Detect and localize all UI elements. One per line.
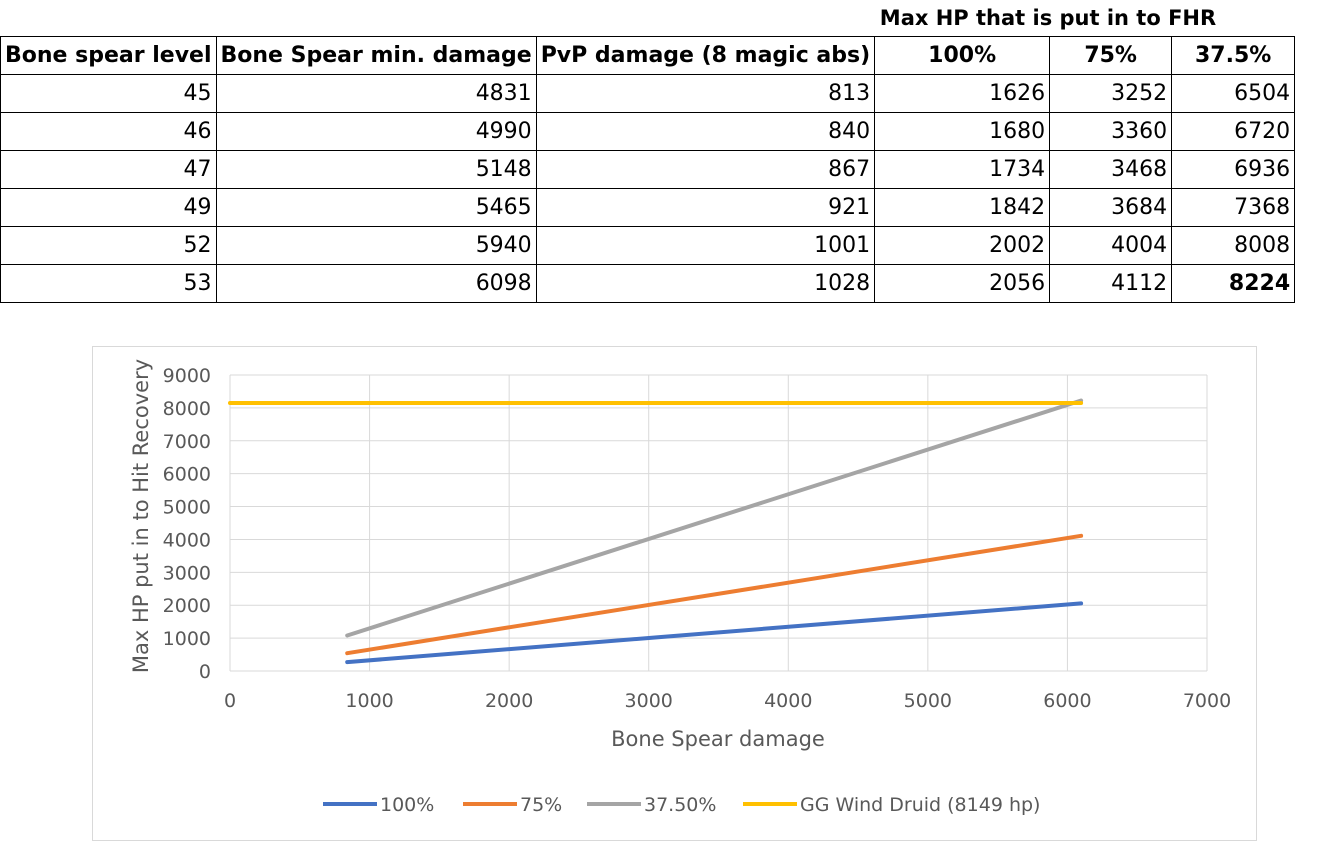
- table-cell: 6936: [1171, 150, 1296, 189]
- table-header-row: Bone spear level Bone Spear min. damage …: [0, 36, 1296, 75]
- header-100-percent: 100%: [874, 36, 1051, 75]
- y-tick-label: 5000: [163, 497, 211, 519]
- table-cell-highlight: 8224: [1171, 264, 1296, 303]
- table-cell: 921: [535, 188, 876, 227]
- table-cell: 6504: [1171, 74, 1296, 113]
- x-tick-label: 4000: [764, 690, 812, 712]
- header-75-percent: 75%: [1049, 36, 1173, 75]
- header-bone-spear-min-damage: Bone Spear min. damage: [215, 36, 537, 75]
- y-tick-label: 7000: [163, 431, 211, 453]
- y-tick-label: 0: [199, 661, 211, 683]
- table-row: 46 4990 840 1680 3360 6720: [0, 112, 1296, 151]
- table-cell: 49: [0, 188, 217, 227]
- x-axis-label: Bone Spear damage: [611, 727, 825, 751]
- damage-table: Bone spear level Bone Spear min. damage …: [0, 36, 1296, 303]
- table-cell: 5148: [215, 150, 537, 189]
- y-axis-ticks: 0 1000 2000 3000 4000 5000 6000 7000 8000 9000: [163, 365, 211, 683]
- legend-label: 75%: [520, 794, 562, 816]
- table-cell: 4112: [1049, 264, 1173, 303]
- table-cell: 867: [535, 150, 876, 189]
- header-37-5-percent: 37.5%: [1171, 36, 1296, 75]
- series-line: [345, 398, 1084, 638]
- table-cell: 3360: [1049, 112, 1173, 151]
- table-cell: 1734: [874, 150, 1051, 189]
- x-tick-label: 7000: [1183, 690, 1231, 712]
- table-cell: 46: [0, 112, 217, 151]
- table-cell: 52: [0, 226, 217, 265]
- table-row: 45 4831 813 1626 3252 6504: [0, 74, 1296, 113]
- x-tick-label: 2000: [485, 690, 533, 712]
- table-cell: 2056: [874, 264, 1051, 303]
- table-cell: 3252: [1049, 74, 1173, 113]
- table-cell: 1842: [874, 188, 1051, 227]
- x-tick-label: 1000: [345, 690, 393, 712]
- table-row: 52 5940 1001 2002 4004 8008: [0, 226, 1296, 265]
- x-axis-ticks: 0 1000 2000 3000 4000 5000 6000 7000: [224, 690, 1231, 712]
- chart-container: 0 1000 2000 3000 4000 5000 6000 7000 8000 9000 0 1…: [92, 346, 1257, 841]
- y-axis-label: Max HP put in to Hit Recovery: [129, 359, 153, 673]
- table-cell: 6720: [1171, 112, 1296, 151]
- table-cell: 1001: [535, 226, 876, 265]
- table-cell: 4990: [215, 112, 537, 151]
- table-cell: 53: [0, 264, 217, 303]
- y-tick-label: 6000: [163, 464, 211, 486]
- table-cell: 47: [0, 150, 217, 189]
- line-chart: 0 1000 2000 3000 4000 5000 6000 7000 8000 9000 0 1…: [129, 359, 1231, 816]
- series-line: [345, 533, 1084, 656]
- y-tick-label: 3000: [163, 562, 211, 584]
- table-cell: 5940: [215, 226, 537, 265]
- table-row: 49 5465 921 1842 3684 7368: [0, 188, 1296, 227]
- table-cell: 6098: [215, 264, 537, 303]
- table-cell: 1680: [874, 112, 1051, 151]
- table-cell: 2002: [874, 226, 1051, 265]
- table-row: 53 6098 1028 2056 4112 8224: [0, 264, 1296, 303]
- y-tick-label: 2000: [163, 595, 211, 617]
- chart-grid: [229, 374, 1208, 672]
- x-tick-label: 5000: [904, 690, 952, 712]
- table-cell: 3468: [1049, 150, 1173, 189]
- legend-label: GG Wind Druid (8149 hp): [800, 794, 1040, 816]
- table-cell: 1626: [874, 74, 1051, 113]
- y-tick-label: 8000: [163, 398, 211, 420]
- header-pvp-damage: PvP damage (8 magic abs): [535, 36, 876, 75]
- y-tick-label: 4000: [163, 529, 211, 551]
- chart-series: [228, 398, 1084, 665]
- table-cell: 3684: [1049, 188, 1173, 227]
- table-row: 47 5148 867 1734 3468 6936: [0, 150, 1296, 189]
- table-cell: 45: [0, 74, 217, 113]
- table-cell: 5465: [215, 188, 537, 227]
- header-bone-spear-level: Bone spear level: [0, 36, 217, 75]
- table-cell: 840: [535, 112, 876, 151]
- x-tick-label: 6000: [1043, 690, 1091, 712]
- table-cell: 7368: [1171, 188, 1296, 227]
- chart-legend: 100% 75% 37.50% GG Wind Druid (8149 hp): [323, 794, 1040, 816]
- series-line: [345, 601, 1084, 665]
- table-cell: 4004: [1049, 226, 1173, 265]
- fhr-group-header: Max HP that is put in to FHR: [879, 6, 1217, 30]
- y-tick-label: 9000: [163, 365, 211, 387]
- legend-label: 100%: [380, 794, 434, 816]
- y-tick-label: 1000: [163, 628, 211, 650]
- table-cell: 8008: [1171, 226, 1296, 265]
- x-tick-label: 0: [224, 690, 236, 712]
- x-tick-label: 3000: [625, 690, 673, 712]
- table-cell: 1028: [535, 264, 876, 303]
- table-cell: 4831: [215, 74, 537, 113]
- legend-label: 37.50%: [644, 794, 716, 816]
- table-cell: 813: [535, 74, 876, 113]
